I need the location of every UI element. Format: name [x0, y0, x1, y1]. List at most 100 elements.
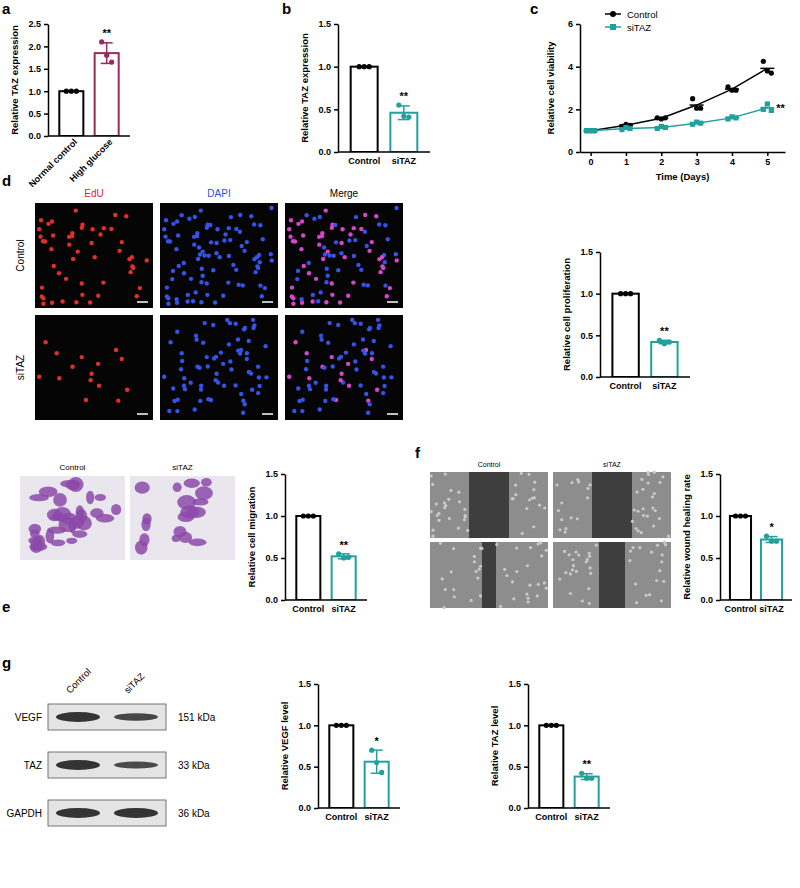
cell [189, 277, 193, 281]
tick-label: 0.5 [700, 553, 713, 563]
cell [447, 498, 450, 501]
cell [347, 238, 351, 242]
axis-line [318, 685, 320, 809]
y-axis: 0.00.51.01.5 [265, 469, 285, 605]
cell [644, 594, 647, 597]
cell [631, 546, 634, 549]
cell-sheet [553, 542, 599, 608]
tick-mark [596, 252, 600, 254]
cell [80, 226, 84, 230]
tick: 1.5 [508, 679, 528, 689]
cell [43, 340, 47, 344]
cell [165, 294, 169, 298]
tick-mark [44, 91, 48, 93]
cell [586, 496, 589, 499]
cell [317, 235, 321, 239]
cell [378, 270, 382, 274]
cell [377, 323, 381, 327]
cell [296, 269, 300, 273]
cell [179, 213, 183, 217]
cell [658, 481, 661, 484]
tick: siTAZ [332, 604, 357, 614]
axis-line [338, 25, 340, 153]
tick-label: 0.0 [508, 803, 521, 813]
cell [193, 290, 197, 294]
cell [564, 530, 567, 533]
x-axis: Normal controlHigh glucose [27, 136, 130, 189]
error-bar [371, 750, 383, 773]
cell [179, 367, 183, 371]
column-label: DAPI [207, 188, 230, 199]
cell [558, 528, 561, 531]
cell [339, 372, 343, 376]
cell [70, 231, 74, 235]
tick-label: 1.5 [508, 679, 521, 689]
cell [324, 300, 328, 304]
column-label: siTAZ [172, 463, 192, 472]
cell [331, 397, 335, 401]
tick-label: siTAZ [332, 604, 357, 614]
blot-background [48, 704, 166, 730]
cell [114, 348, 118, 352]
point [738, 513, 743, 518]
tick: 1.0 [580, 289, 600, 299]
cell [370, 351, 374, 355]
cell [173, 526, 186, 537]
cell [634, 582, 637, 585]
tick-label: 0.0 [580, 372, 593, 382]
cell [444, 504, 447, 507]
cell [330, 293, 334, 297]
cell [452, 588, 455, 591]
cell [93, 255, 97, 259]
cell [138, 286, 142, 290]
y-axis-title: Relative cell migration [246, 486, 257, 587]
cell [258, 223, 262, 227]
cell [589, 572, 592, 575]
cell [66, 538, 77, 544]
cell [359, 268, 363, 272]
cell [29, 494, 49, 501]
cell [520, 472, 523, 475]
image-background [35, 203, 153, 308]
tick-label: 3 [695, 157, 700, 167]
cell [444, 588, 447, 591]
tick-mark [716, 474, 720, 476]
y-axis: 0.00.51.01.5 [580, 247, 600, 382]
cell [288, 234, 292, 238]
tick-label: 1.0 [508, 721, 521, 731]
cell [252, 222, 256, 226]
tick-label: 4 [568, 62, 573, 72]
axis-line [581, 152, 786, 154]
chart: **0246012345Relative cell viabilityTime … [530, 0, 786, 182]
cell [313, 381, 317, 385]
cell [457, 527, 460, 530]
tick-label: 0.0 [28, 131, 41, 141]
cell [318, 290, 322, 294]
marks [730, 513, 782, 600]
cell [172, 399, 176, 403]
axis-line [338, 151, 430, 153]
y-axis: 0.00.51.01.5 [298, 679, 318, 813]
cell [533, 481, 536, 484]
cell [131, 266, 135, 270]
cell [660, 599, 663, 602]
cell [296, 386, 300, 390]
cell [339, 241, 343, 245]
cell [658, 517, 661, 520]
y-axis-title: Relative cell viability [545, 41, 556, 135]
cell [74, 208, 78, 212]
cell [347, 384, 351, 388]
cell [120, 357, 124, 361]
point [628, 291, 633, 296]
y-axis-title: Relative TAZ level [489, 706, 500, 787]
significance: ** [776, 102, 785, 114]
tick-mark [524, 684, 528, 686]
cell [236, 283, 240, 287]
blot-band [114, 713, 158, 721]
cell [540, 554, 543, 557]
row-label: siTAZ [15, 355, 26, 380]
cell [223, 232, 227, 236]
cell [269, 206, 273, 210]
row-label: TAZ [24, 760, 42, 771]
figure: 0.00.51.01.52.02.5Normal controlHigh glu… [0, 0, 800, 888]
